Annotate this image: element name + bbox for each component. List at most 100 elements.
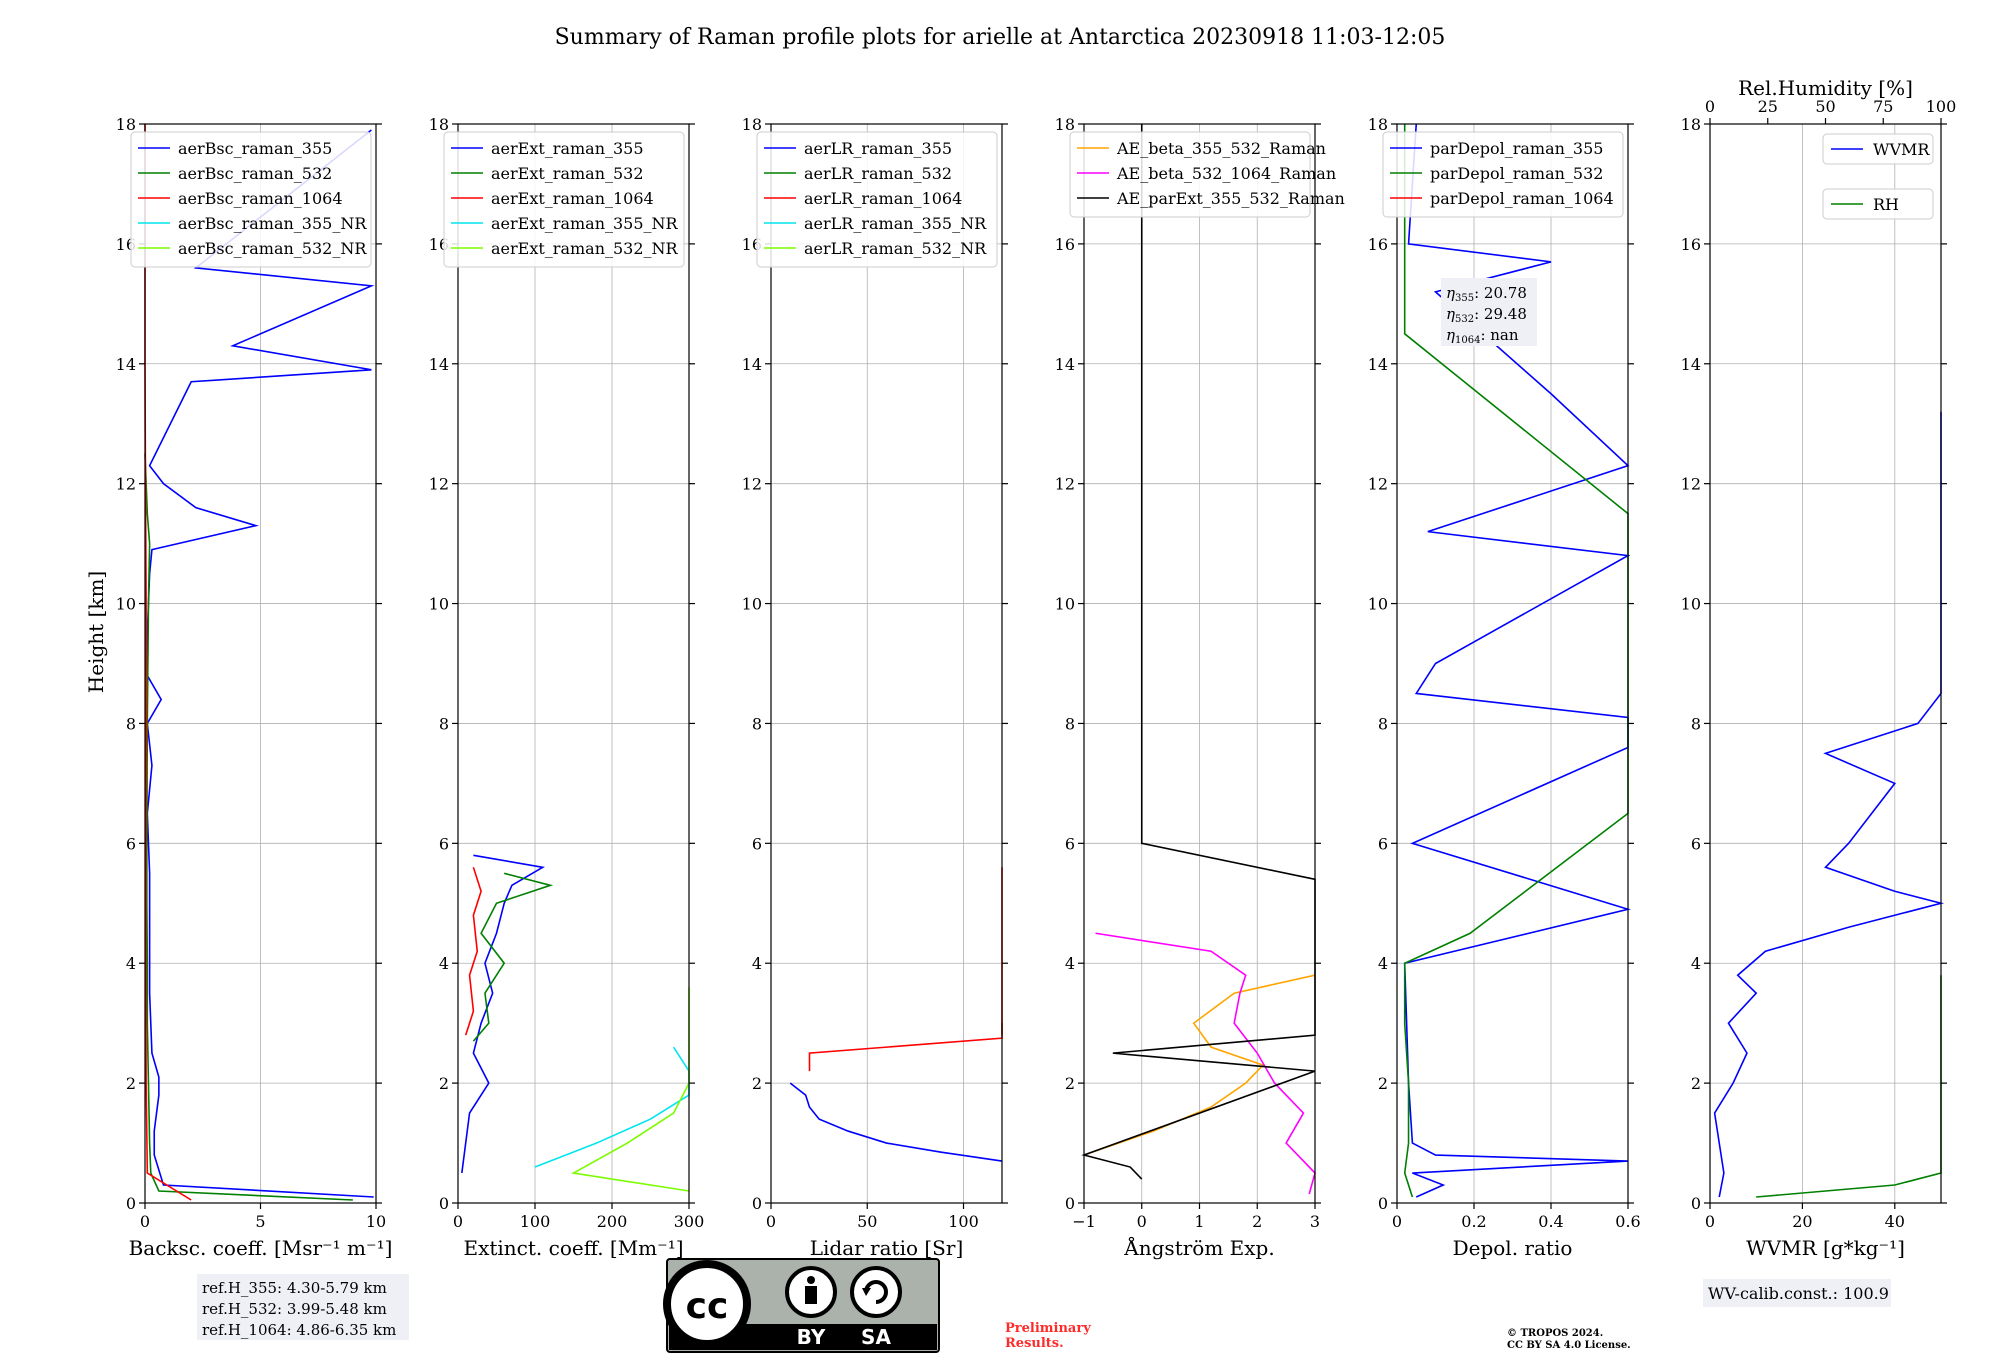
legend-box — [1822, 133, 1934, 165]
share-alike-icon — [850, 1266, 902, 1318]
ref-height-1064: ref.H_1064: 4.86-6.35 km — [202, 1321, 396, 1339]
x-tick-label: 0 — [1705, 1212, 1715, 1231]
x-axis-label: Backsc. coeff. [Msr⁻¹ m⁻¹] — [129, 1236, 393, 1260]
y-tick-label: 10 — [1055, 595, 1075, 614]
legend-entry: RH — [1873, 195, 1899, 214]
y-tick-label: 14 — [1055, 355, 1075, 374]
y-tick-label: 6 — [126, 834, 136, 853]
y-tick-label: 10 — [429, 595, 449, 614]
eta-annotation-line: η1064: nan — [1446, 326, 1519, 346]
y-tick-label: 6 — [1691, 834, 1701, 853]
results-label: Results. — [1005, 1336, 1064, 1351]
y-tick-label: 2 — [752, 1074, 762, 1093]
cc-logo-icon — [663, 1260, 751, 1348]
cc-by-sa-badge: cc BY SA — [663, 1258, 940, 1353]
y-tick-label: 18 — [742, 115, 762, 134]
legend-box — [1382, 131, 1624, 218]
x-tick-label: 2 — [1252, 1212, 1262, 1231]
legend-box — [130, 131, 372, 268]
x2-axis-label: Rel.Humidity [%] — [1738, 76, 1913, 100]
y-tick-label: 12 — [116, 475, 136, 494]
x2-tick-label: 75 — [1873, 97, 1893, 116]
x-tick-label: 200 — [597, 1212, 628, 1231]
y-tick-label: 8 — [1378, 714, 1388, 733]
legend-entry: WVMR — [1873, 140, 1930, 159]
x-axis-label: Extinct. coeff. [Mm⁻¹] — [463, 1236, 683, 1260]
figure-title: Summary of Raman profile plots for ariel… — [555, 25, 1446, 50]
legend-entry: aerBsc_raman_355 — [178, 139, 332, 158]
y-tick-label: 4 — [439, 954, 449, 973]
y-tick-label: 8 — [752, 714, 762, 733]
y-tick-label: 2 — [1378, 1074, 1388, 1093]
y-tick-label: 12 — [1681, 475, 1701, 494]
legend-entry: aerExt_raman_532 — [491, 164, 644, 183]
x-tick-label: 10 — [366, 1212, 386, 1231]
y-tick-label: 12 — [1055, 475, 1075, 494]
y-tick-label: 14 — [742, 355, 762, 374]
y-tick-label: 10 — [1368, 595, 1388, 614]
legend-entry: aerBsc_raman_355_NR — [178, 214, 367, 233]
legend-entry: AE_parExt_355_532_Raman — [1116, 189, 1345, 208]
legend-entry: AE_beta_532_1064_Raman — [1116, 164, 1336, 183]
eta-annotation-line: η532: 29.48 — [1446, 305, 1527, 325]
axes-frame — [457, 123, 690, 1204]
copyright-line1: © TROPOS 2024. — [1507, 1328, 1603, 1339]
legend-entry: aerLR_raman_532 — [804, 164, 952, 183]
y-tick-label: 6 — [439, 834, 449, 853]
legend-box — [1822, 188, 1934, 220]
legend-entry: AE_beta_355_532_Raman — [1116, 139, 1326, 158]
y-tick-label: 18 — [1681, 115, 1701, 134]
series-line-aerExt_raman_1064 — [464, 867, 482, 1036]
badge-by-label: BY — [797, 1325, 826, 1349]
y-tick-label: 4 — [1378, 954, 1388, 973]
copyright-line2: CC BY SA 4.0 License. — [1507, 1340, 1631, 1351]
y-tick-label: 12 — [429, 475, 449, 494]
y-tick-label: 0 — [752, 1194, 762, 1213]
legend-entry: aerExt_raman_355 — [491, 139, 644, 158]
x-tick-label: 100 — [948, 1212, 979, 1231]
eta-annotation-line: η355: 20.78 — [1446, 284, 1527, 304]
legend-entry: aerLR_raman_532_NR — [804, 239, 987, 258]
x-tick-label: 0 — [766, 1212, 776, 1231]
y-tick-label: 6 — [752, 834, 762, 853]
x2-tick-label: 100 — [1926, 97, 1957, 116]
x-tick-label: 3 — [1310, 1212, 1320, 1231]
axes-frame — [1396, 123, 1629, 1204]
legend-entry: aerExt_raman_1064 — [491, 189, 654, 208]
x2-tick-label: 50 — [1815, 97, 1835, 116]
legend-entry: parDepol_raman_1064 — [1430, 189, 1614, 208]
legend-entry: aerBsc_raman_1064 — [178, 189, 343, 208]
legend-entry: parDepol_raman_355 — [1430, 139, 1603, 158]
legend-entry: aerLR_raman_1064 — [804, 189, 962, 208]
legend-entry: aerExt_raman_355_NR — [491, 214, 679, 233]
series-line-WVMR — [1713, 411, 1945, 1198]
series-line-aerExt_raman_355_NR — [534, 1046, 690, 1168]
y-tick-label: 2 — [1691, 1074, 1701, 1093]
y-tick-label: 10 — [1681, 595, 1701, 614]
x-tick-label: 0 — [453, 1212, 463, 1231]
y-tick-label: 10 — [116, 595, 136, 614]
y-tick-label: 0 — [126, 1194, 136, 1213]
x-axis-label: Depol. ratio — [1453, 1236, 1573, 1260]
y-tick-label: 18 — [429, 115, 449, 134]
wv-calib-box: WV-calib.const.: 100.9 — [1703, 1279, 1891, 1307]
axes-frame — [770, 123, 1003, 1204]
y-tick-label: 8 — [439, 714, 449, 733]
y-tick-label: 12 — [1368, 475, 1388, 494]
y-tick-label: 0 — [1691, 1194, 1701, 1213]
legend-entry: aerLR_raman_355 — [804, 139, 952, 158]
x-tick-label: 0.4 — [1538, 1212, 1563, 1231]
legend-entry: aerBsc_raman_532_NR — [178, 239, 367, 258]
y-tick-label: 8 — [1691, 714, 1701, 733]
y-tick-label: 12 — [742, 475, 762, 494]
y-tick-label: 16 — [1368, 235, 1388, 254]
x-axis-label: Ångström Exp. — [1123, 1235, 1274, 1260]
legend-box — [1069, 131, 1311, 218]
y-axis-title: Height [km] — [84, 571, 108, 693]
